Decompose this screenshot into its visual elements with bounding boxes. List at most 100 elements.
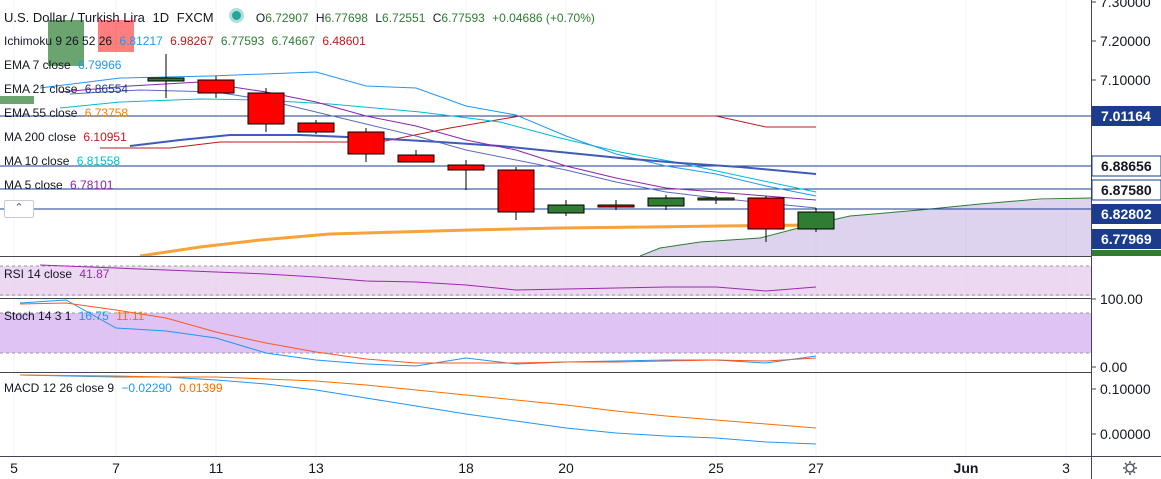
- legend-ema21[interactable]: EMA 21 close 6.86554: [4, 82, 128, 96]
- legend-value: 6.10951: [83, 130, 127, 144]
- legend-value: −0.02290: [121, 381, 172, 395]
- price-tag-6.88656: [1091, 155, 1161, 177]
- legend-macd[interactable]: MACD 12 26 close 9 −0.02290 0.01399: [4, 381, 223, 395]
- price-tag-cloud: [1092, 250, 1161, 256]
- ma5-line: [69, 89, 817, 209]
- time-tick: Jun: [954, 460, 979, 476]
- candle: [697, 197, 735, 201]
- rsi-line: [39, 264, 817, 292]
- candle: [447, 164, 485, 171]
- price-tag-label: 6.88656: [1101, 158, 1152, 174]
- legend-value: 6.81558: [76, 154, 121, 168]
- main-pane-bg: [0, 0, 1091, 256]
- candle: [297, 122, 335, 133]
- legend-stoch[interactable]: Stoch 14 3 1 16.75 11.11: [4, 309, 144, 323]
- ichimoku-span-b: [639, 224, 811, 256]
- candle: [48, 20, 84, 66]
- stoch-k-line: [19, 299, 817, 367]
- close-label: C: [432, 11, 442, 25]
- low-label: L: [375, 11, 383, 25]
- legend-value: 0.01399: [179, 381, 223, 395]
- legend-rsi[interactable]: RSI 14 close 41.87: [4, 267, 109, 281]
- chevron-up-icon: ⌃: [14, 202, 24, 214]
- legend-name: MA 5 close: [4, 178, 63, 192]
- close-value: 6.77593: [441, 11, 485, 25]
- legend-ma5[interactable]: MA 5 close 6.78101: [4, 178, 113, 192]
- rsi-axis-label: 100.00: [1100, 291, 1143, 307]
- price-tick: 7.10000: [1100, 72, 1151, 88]
- legend-name: EMA 21 close: [4, 82, 78, 96]
- candle: [98, 20, 134, 52]
- ema21-line: [129, 134, 817, 175]
- legend-name: MA 200 close: [4, 130, 77, 144]
- symbol-name[interactable]: U.S. Dollar / Turkish Lira: [4, 10, 145, 25]
- rsi-band: [0, 266, 1091, 296]
- price-tag-label: 6.87580: [1101, 182, 1152, 198]
- price-tag-6.82802: [1092, 204, 1161, 224]
- time-tick: 20: [558, 460, 574, 476]
- ichimoku-lagging-line: [100, 115, 816, 149]
- legend-ma200[interactable]: MA 200 close 6.10951: [4, 130, 127, 144]
- price-axis-ticks: [1091, 1, 1096, 435]
- dot-icon: [229, 8, 245, 23]
- legend-name: Stoch 14 3 1: [4, 309, 72, 323]
- candle: [147, 77, 185, 82]
- price-tick: 7.30000: [1100, 0, 1151, 10]
- high-label: H: [315, 11, 325, 25]
- legend-collapse-button[interactable]: ⌃: [4, 200, 34, 218]
- price-tag-6.77969: [1092, 229, 1161, 249]
- price-tag-label: 6.77969: [1101, 231, 1152, 247]
- legend-name: EMA 55 close: [4, 106, 78, 120]
- legend-value: 6.86554: [84, 82, 129, 96]
- candle: [0, 96, 34, 104]
- price-tag-6.87580: [1091, 179, 1161, 201]
- macd-axis-label: 0.00000: [1100, 426, 1151, 442]
- candle: [197, 79, 235, 94]
- price-tag-label: 6.82802: [1101, 206, 1152, 222]
- legend-ema55[interactable]: EMA 55 close 6.73758: [4, 106, 128, 120]
- legend-value: 6.81217: [119, 34, 163, 48]
- legend-name: MA 10 close: [4, 154, 70, 168]
- legend-value: 41.87: [79, 267, 110, 281]
- time-tick: 27: [808, 460, 824, 476]
- legend-value: 6.74667: [271, 34, 316, 48]
- candle: [647, 197, 685, 207]
- interval[interactable]: 1D: [152, 10, 170, 25]
- candle: [397, 154, 435, 163]
- candle: [247, 92, 285, 125]
- legend-value: 11.11: [116, 309, 145, 323]
- candle: [597, 204, 635, 208]
- legend-name: MACD 12 26 close 9: [4, 381, 115, 395]
- macd-signal-line: [19, 374, 817, 429]
- gear-icon[interactable]: [1123, 461, 1137, 475]
- legend-ichimoku[interactable]: Ichimoku 9 26 52 26 6.81217 6.98267 6.77…: [4, 34, 366, 48]
- time-tick: 11: [209, 460, 224, 476]
- legend-name: RSI 14 close: [4, 267, 73, 281]
- open-value: 6.72907: [265, 11, 309, 25]
- legend-name: Ichimoku 9 26 52 26: [4, 34, 113, 48]
- price-axis[interactable]: [1091, 0, 1161, 456]
- high-value: 6.77698: [324, 11, 368, 25]
- time-axis[interactable]: 5 7 11 13 18 20 25 27 Jun 3: [10, 460, 1070, 476]
- ichimoku-span-a: [809, 197, 1091, 226]
- legend-ma10[interactable]: MA 10 close 6.81558: [4, 154, 120, 168]
- time-tick: 3: [1062, 460, 1070, 476]
- legend-ema7[interactable]: EMA 7 close 6.79966: [4, 58, 121, 72]
- price-tick: 7.20000: [1100, 33, 1151, 49]
- legend-value: 6.73758: [84, 106, 129, 120]
- price-tag-label: 7.01164: [1101, 108, 1151, 124]
- stoch-band: [0, 313, 1091, 353]
- macd-line: [19, 374, 817, 445]
- legend-value: 6.98267: [170, 34, 214, 48]
- low-value: 6.72551: [382, 11, 426, 25]
- legend-name: EMA 7 close: [4, 58, 71, 72]
- candle: [797, 211, 835, 230]
- legend-value: 6.78101: [70, 178, 114, 192]
- stoch-axis-label: 0.00: [1100, 359, 1127, 375]
- legend-value: 6.79966: [78, 58, 122, 72]
- time-tick: 18: [458, 460, 474, 476]
- ma200-line: [139, 223, 817, 256]
- time-tick: 5: [10, 460, 18, 476]
- change-value: +0.04686 (+0.70%): [492, 11, 595, 25]
